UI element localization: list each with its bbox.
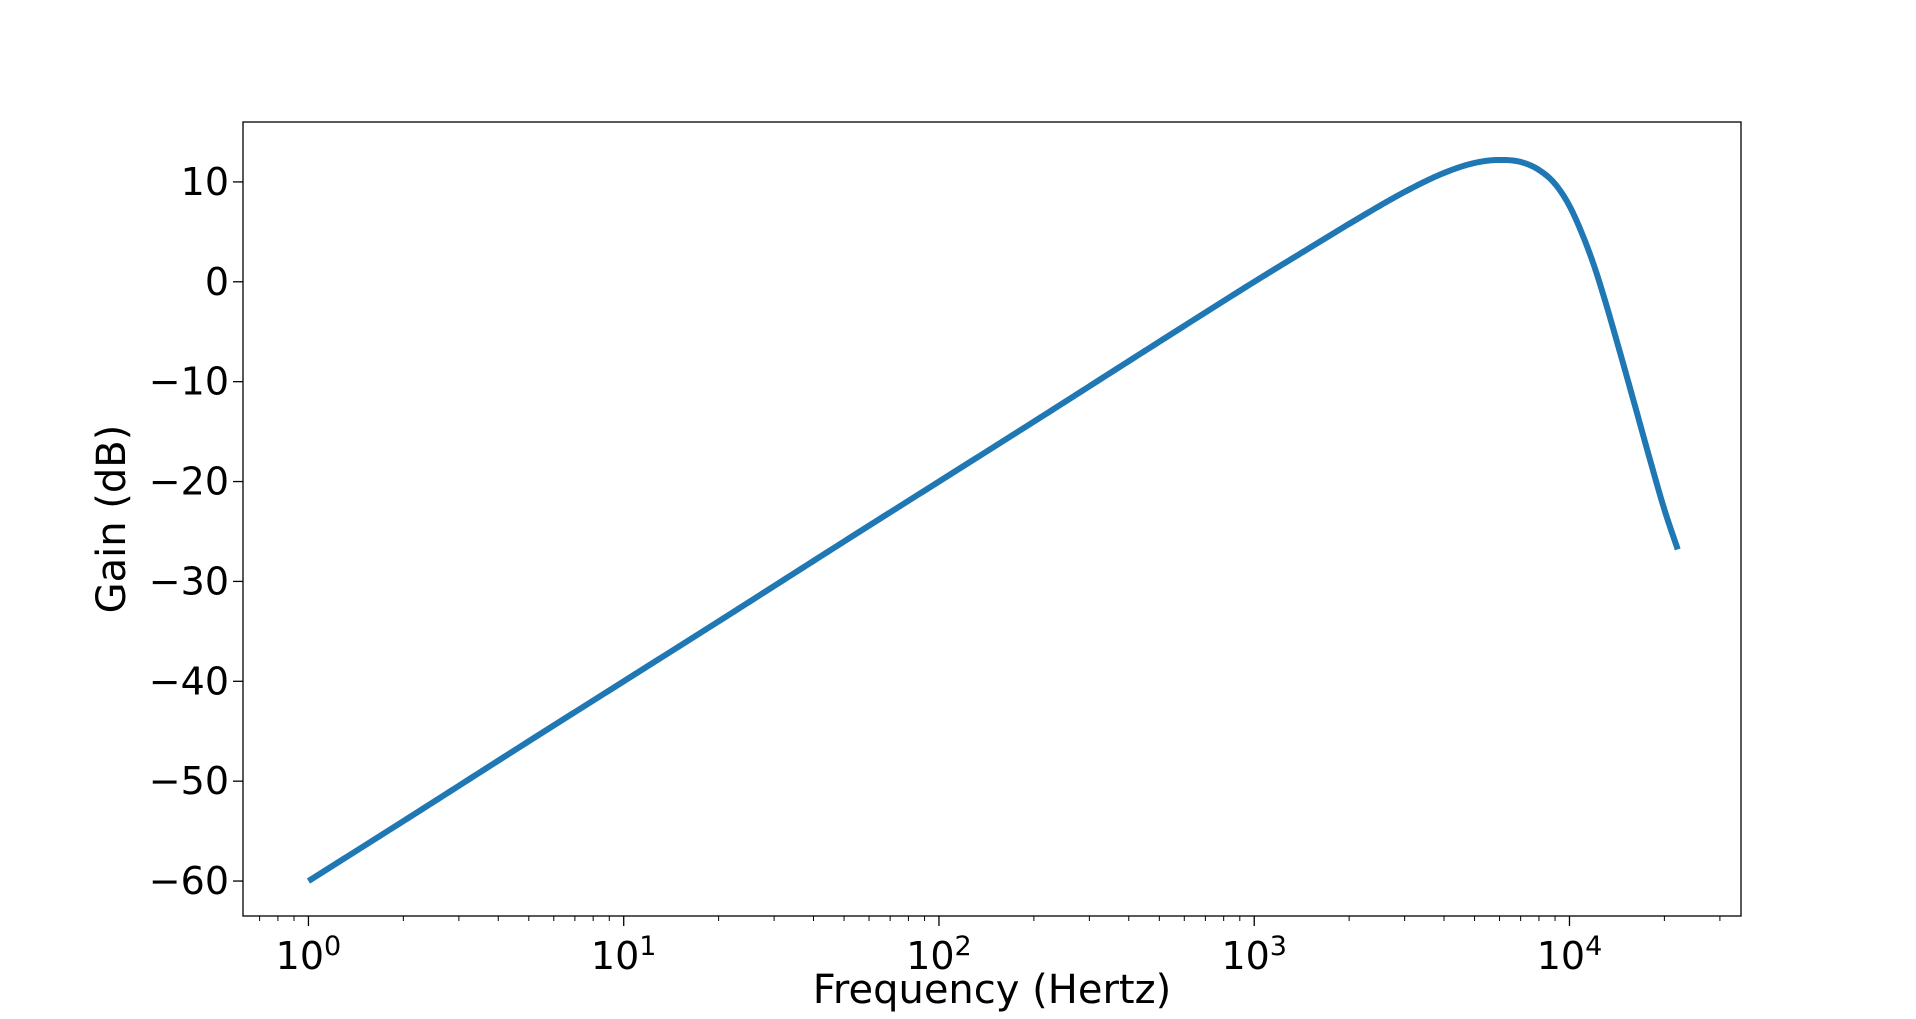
y-axis-ticks: 10 0 −10 −20 −30 −40 −50 −60 (149, 160, 243, 903)
y-tick-label: 10 (181, 160, 229, 204)
y-tick-label: −40 (149, 659, 229, 703)
x-axis-ticks: 100 101 102 103 104 (259, 916, 1721, 978)
series-line (306, 156, 1681, 884)
x-tick-label: 102 (906, 931, 972, 978)
x-tick-label: 104 (1537, 931, 1603, 978)
plot-area-frame (242, 121, 1742, 917)
x-tick-label: 103 (1221, 931, 1287, 978)
y-tick-label: −50 (149, 759, 229, 803)
x-axis-title: Frequency (Hertz) (813, 967, 1171, 1013)
y-tick-label: −10 (149, 360, 229, 404)
y-tick-label: −30 (149, 559, 229, 603)
x-tick-label: 101 (591, 931, 657, 978)
x-tick-label: 100 (276, 931, 342, 978)
y-axis-title: Gain (dB) (89, 425, 135, 614)
y-tick-label: 0 (205, 260, 229, 304)
y-tick-label: −20 (149, 460, 229, 504)
y-tick-label: −60 (149, 859, 229, 903)
